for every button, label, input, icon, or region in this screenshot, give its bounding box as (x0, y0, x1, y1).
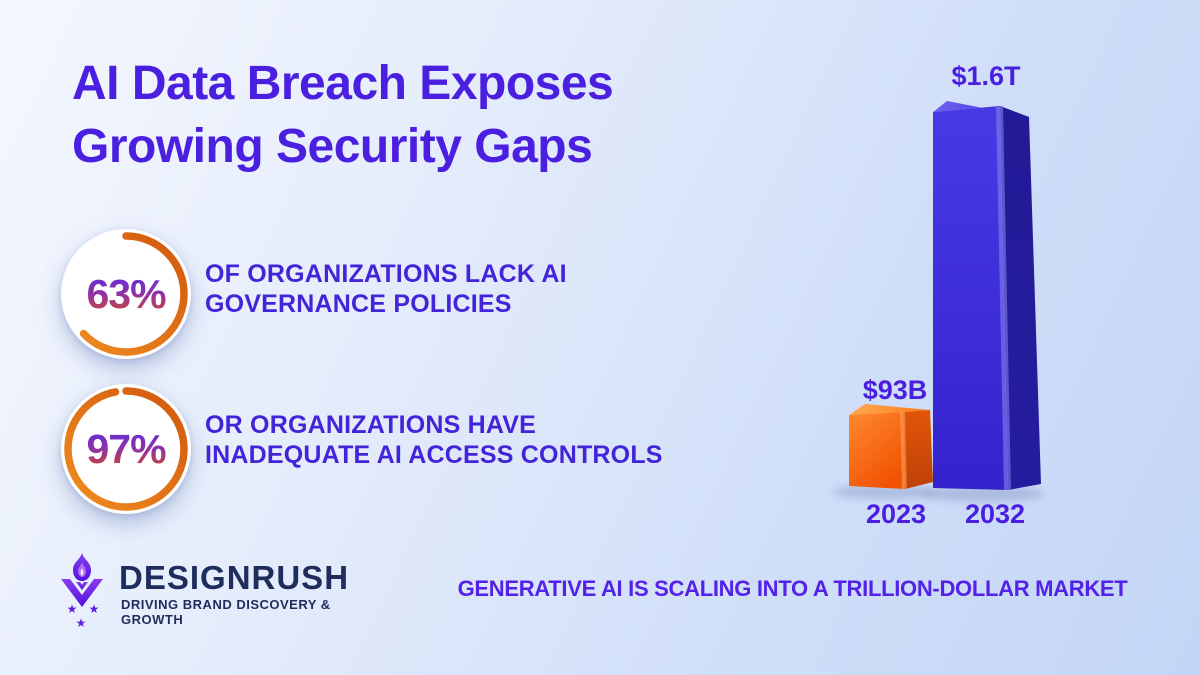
progress-arc (64, 387, 188, 511)
stat-value: 97% (86, 425, 166, 472)
bar-2023 (849, 404, 933, 489)
designrush-logo: ★ ★ ★ DESIGNRUSH DRIVING BRAND DISCOVERY… (55, 549, 395, 630)
bar-value-label-2032: $1.6T (951, 61, 1021, 91)
bar-2032 (933, 101, 1041, 490)
bar-chart (832, 101, 1044, 502)
percentage-ring-63: 63% (61, 229, 191, 359)
logo-stars-icon: ★ ★ ★ (66, 602, 104, 630)
stat-description-line: OF ORGANIZATIONS LACK AI (205, 260, 567, 288)
stat-description: OR ORGANIZATIONS HAVE INADEQUATE AI ACCE… (205, 410, 663, 470)
progress-arc (64, 232, 188, 356)
bar-category-label-2023: 2023 (865, 499, 927, 529)
bar-shadow (832, 485, 936, 499)
page-title: AI Data Breach Exposes Growing Security … (72, 52, 614, 178)
stat-description: OF ORGANIZATIONS LACK AI GOVERNANCE POLI… (205, 259, 567, 319)
bar-value-label-2023: $93B (862, 375, 928, 405)
stat-description-line: OR ORGANIZATIONS HAVE (205, 411, 537, 439)
title-line-2: Growing Security Gaps (72, 120, 593, 173)
bar-category-label-2032: 2032 (964, 499, 1026, 529)
brand-tagline: DRIVING BRAND DISCOVERY & GROWTH (121, 597, 331, 627)
ring-arc-63-svg (64, 232, 188, 356)
stat-value: 63% (86, 270, 166, 317)
bar-shadow (920, 486, 1044, 502)
percentage-ring-97: 97% (61, 384, 191, 514)
stat-description-line: GOVERNANCE POLICIES (205, 290, 512, 318)
stat-description-line: INADEQUATE AI ACCESS CONTROLS (205, 441, 663, 469)
title-line-1: AI Data Breach Exposes (72, 57, 614, 110)
ring-arc-97-svg (64, 387, 188, 511)
chart-caption: GENERATIVE AI IS SCALING INTO A TRILLION… (457, 576, 1128, 601)
brand-name: DESIGNRUSH (119, 559, 350, 596)
flame-v-icon (61, 553, 103, 607)
